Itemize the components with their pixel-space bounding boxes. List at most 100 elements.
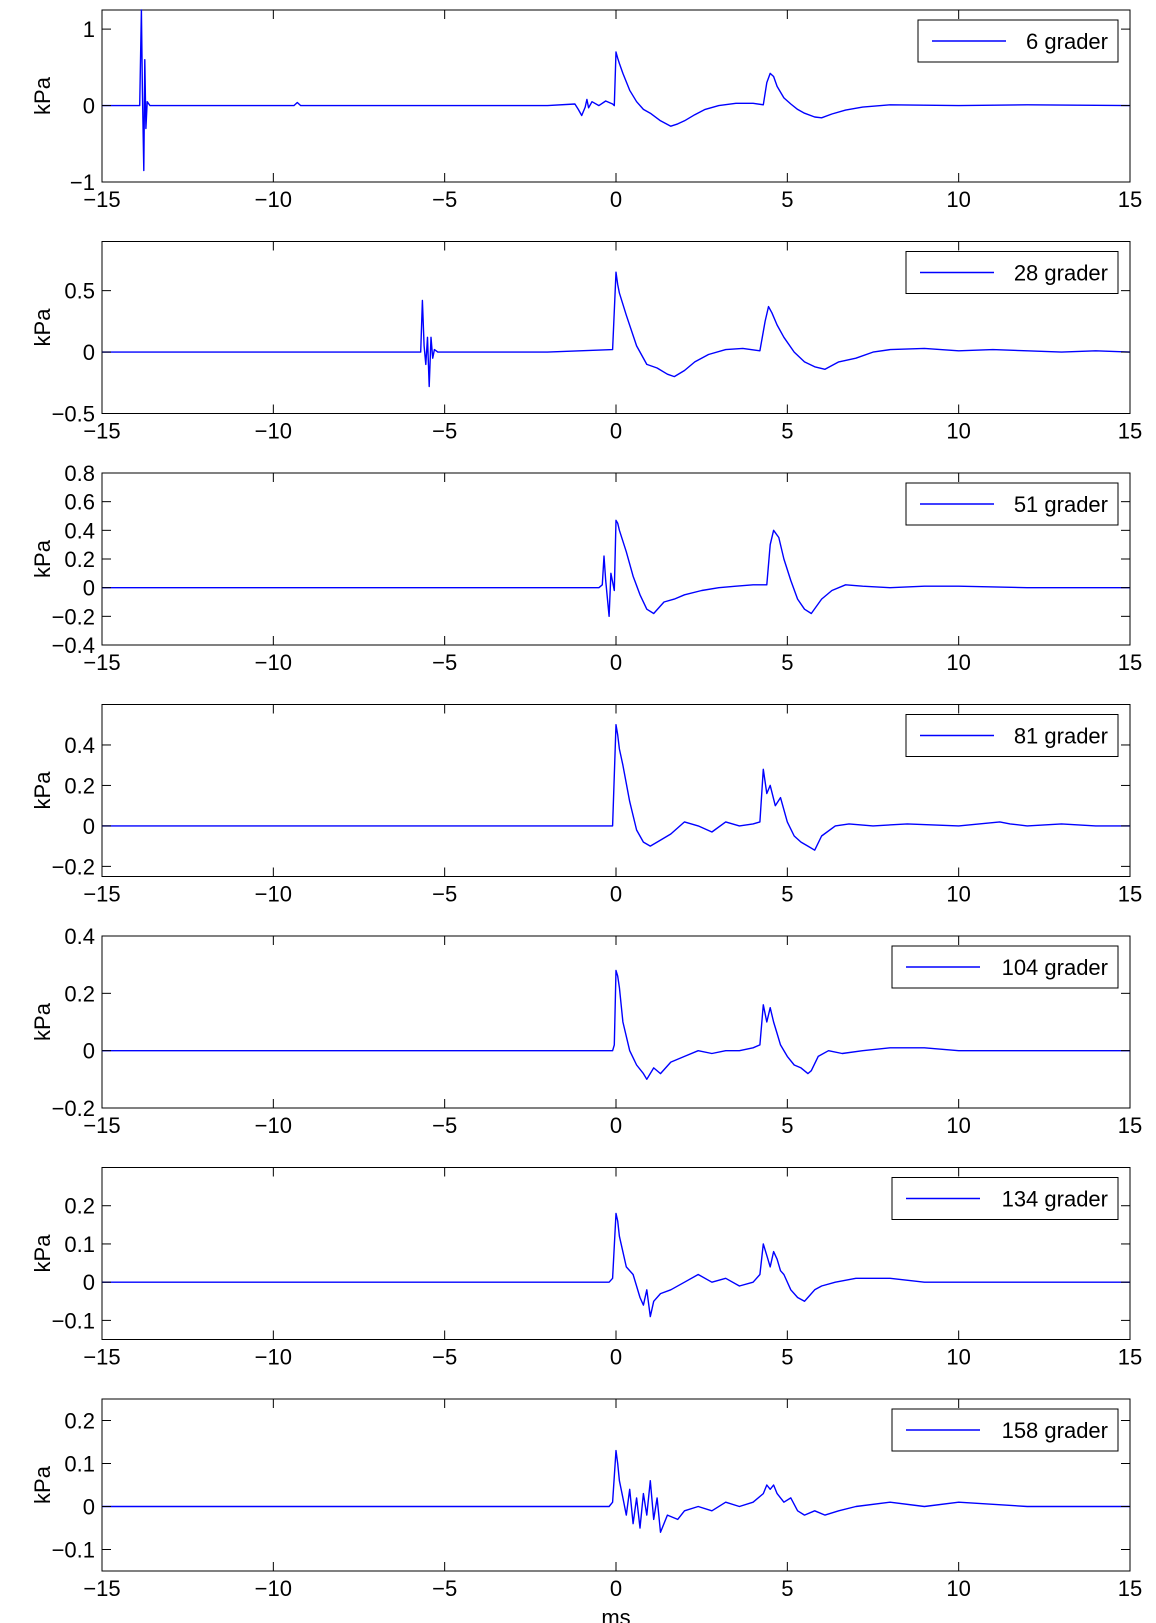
x-tick-label: 15 xyxy=(1118,1113,1142,1138)
x-tick-label: 5 xyxy=(781,187,793,212)
y-tick-label: 0 xyxy=(83,576,95,601)
x-tick-label: 15 xyxy=(1118,650,1142,675)
x-tick-label: 10 xyxy=(946,187,970,212)
x-tick-label: 5 xyxy=(781,1345,793,1370)
y-tick-label: 0 xyxy=(83,1270,95,1295)
x-tick-label: 0 xyxy=(610,882,622,907)
y-tick-label: 0.1 xyxy=(64,1232,95,1257)
series-line xyxy=(102,969,1130,1080)
y-tick-label: −0.1 xyxy=(52,1538,95,1563)
y-tick-label: −0.2 xyxy=(52,1096,95,1121)
x-tick-label: −10 xyxy=(255,1113,292,1138)
y-tick-label: −0.4 xyxy=(52,633,95,658)
x-tick-label: 0 xyxy=(610,1113,622,1138)
x-tick-label: 5 xyxy=(781,1113,793,1138)
x-tick-label: −15 xyxy=(83,1576,120,1601)
x-tick-label: 5 xyxy=(781,882,793,907)
x-tick-label: −5 xyxy=(432,650,457,675)
x-tick-label: 0 xyxy=(610,650,622,675)
series-line xyxy=(102,271,1131,388)
series-line xyxy=(102,1449,1130,1533)
legend-label: 6 grader xyxy=(1026,29,1108,54)
y-tick-label: 0.5 xyxy=(64,279,95,304)
x-tick-label: 15 xyxy=(1118,1345,1142,1370)
legend-label: 134 grader xyxy=(1002,1187,1108,1212)
y-tick-label: −0.5 xyxy=(52,402,95,427)
y-tick-label: 0 xyxy=(83,1495,95,1520)
x-tick-label: −15 xyxy=(83,187,120,212)
subplot-2: −15 −10 −5 0 5 10 15 −0.5 0 0.5 kPa 28 grader xyxy=(30,241,1142,444)
x-tick-label: −10 xyxy=(255,882,292,907)
x-tick-label: −5 xyxy=(432,1113,457,1138)
y-axis-label: kPa xyxy=(30,539,55,578)
x-tick-label: −10 xyxy=(255,650,292,675)
legend: 51 grader xyxy=(905,482,1119,526)
x-tick-label: 10 xyxy=(946,419,970,444)
x-tick-label: 15 xyxy=(1118,882,1142,907)
y-tick-label: 0.4 xyxy=(64,733,95,758)
y-tick-label: 0.2 xyxy=(64,981,95,1006)
y-tick-label: 0.2 xyxy=(64,773,95,798)
subplot-7: −15 −10 −5 0 5 10 15 −0.1 0 0.1 0.2 kPa ms 158 grader xyxy=(30,1398,1142,1623)
x-axis-label: ms xyxy=(601,1605,630,1623)
legend: 104 grader xyxy=(891,945,1119,989)
y-tick-label: 0.2 xyxy=(64,1194,95,1219)
x-tick-label: −5 xyxy=(432,1576,457,1601)
x-tick-label: 10 xyxy=(946,882,970,907)
x-tick-label: −15 xyxy=(83,650,120,675)
legend-label: 51 grader xyxy=(1014,492,1108,517)
y-tick-label: 0 xyxy=(83,814,95,839)
x-tick-label: 5 xyxy=(781,419,793,444)
legend-label: 28 grader xyxy=(1014,261,1108,286)
x-tick-label: −10 xyxy=(255,1345,292,1370)
y-tick-label: 0.2 xyxy=(64,547,95,572)
series-line xyxy=(102,1212,1130,1318)
y-tick-label: 0 xyxy=(83,340,95,365)
x-tick-label: −10 xyxy=(255,419,292,444)
x-tick-label: −15 xyxy=(83,1345,120,1370)
x-tick-label: 10 xyxy=(946,1345,970,1370)
y-tick-label: 0.8 xyxy=(64,461,95,486)
y-axis-label: kPa xyxy=(30,771,55,810)
legend: 6 grader xyxy=(917,19,1119,63)
y-tick-label: 0.4 xyxy=(64,924,95,949)
y-tick-label: −0.1 xyxy=(52,1308,95,1333)
x-tick-label: 0 xyxy=(610,1576,622,1601)
y-tick-label: 0.2 xyxy=(64,1409,95,1434)
y-axis-label: kPa xyxy=(30,1002,55,1041)
y-tick-label: 0.4 xyxy=(64,518,95,543)
subplot-4: −15 −10 −5 0 5 10 15 −0.2 0 0.2 0.4 kPa 81 grader xyxy=(30,704,1142,907)
x-tick-label: −15 xyxy=(83,882,120,907)
subplot-3: −15 −10 −5 0 5 10 15 −0.4 −0.2 0 0.2 0.4 0.6 0.8 kPa 51… xyxy=(30,461,1142,675)
legend-label: 158 grader xyxy=(1002,1418,1108,1443)
y-tick-label: −0.2 xyxy=(52,604,95,629)
series-line xyxy=(102,724,1130,851)
legend: 158 grader xyxy=(891,1408,1119,1452)
y-tick-label: 0 xyxy=(83,1039,95,1064)
y-tick-label: 1 xyxy=(83,17,95,42)
x-tick-label: −5 xyxy=(432,419,457,444)
y-tick-label: −1 xyxy=(70,170,95,195)
x-tick-label: 5 xyxy=(781,1576,793,1601)
x-tick-label: −15 xyxy=(83,1113,120,1138)
y-axis-label: kPa xyxy=(30,1234,55,1273)
x-tick-label: −10 xyxy=(255,187,292,212)
series-line xyxy=(102,9,1131,172)
x-tick-label: −5 xyxy=(432,187,457,212)
y-axis-label: kPa xyxy=(30,1465,55,1504)
x-tick-label: 5 xyxy=(781,650,793,675)
x-tick-label: −5 xyxy=(432,1345,457,1370)
legend: 28 grader xyxy=(905,251,1119,294)
y-tick-label: 0 xyxy=(83,94,95,119)
x-tick-label: −15 xyxy=(83,419,120,444)
subplot-6: −15 −10 −5 0 5 10 15 −0.1 0 0.1 0.2 kPa 134 grader xyxy=(30,1167,1142,1370)
x-tick-label: −10 xyxy=(255,1576,292,1601)
x-tick-label: 10 xyxy=(946,1113,970,1138)
y-axis-label: kPa xyxy=(30,76,55,115)
subplot-5: −15 −10 −5 0 5 10 15 −0.2 0 0.2 0.4 kPa 104 grader xyxy=(30,924,1142,1138)
x-tick-label: 0 xyxy=(610,1345,622,1370)
x-tick-label: 0 xyxy=(610,419,622,444)
x-tick-label: 0 xyxy=(610,187,622,212)
